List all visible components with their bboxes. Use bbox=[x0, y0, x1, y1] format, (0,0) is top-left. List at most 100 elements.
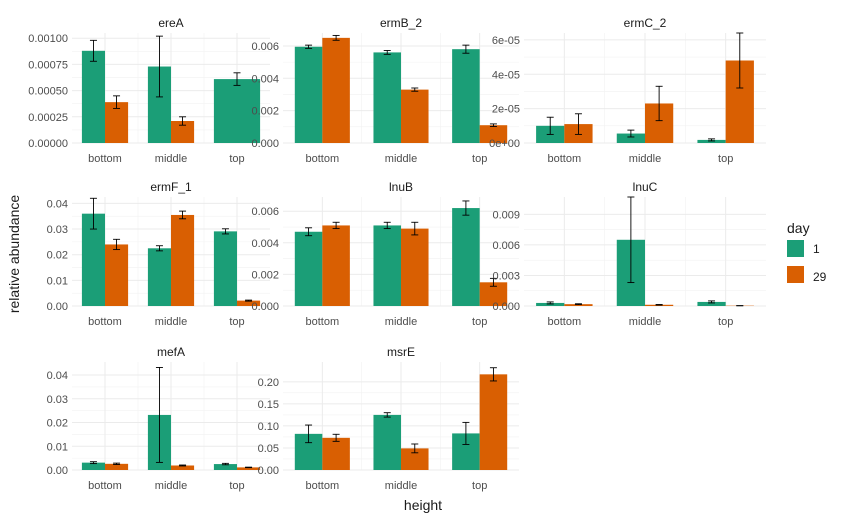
panel-ermf-1: 0.00 0.01 0.02 0.03 0.04 bottom middle top ermF_… bbox=[47, 180, 270, 328]
panel-title: lnuB bbox=[389, 180, 413, 194]
bar-ermf-1-bottom-day-29 bbox=[105, 244, 129, 306]
y-tick-label: 0.006 bbox=[492, 240, 520, 252]
x-tick-label: bottom bbox=[88, 316, 122, 328]
y-tick-label: 0.03 bbox=[47, 224, 68, 236]
bar-lnuc-top-day-1 bbox=[697, 301, 726, 306]
x-tick-label: bottom bbox=[88, 153, 122, 165]
legend-label-day-1: 1 bbox=[813, 242, 820, 256]
x-tick-label: bottom bbox=[88, 480, 122, 492]
bar-msre-middle-day-29 bbox=[401, 448, 429, 470]
bar-lnub-bottom-day-1 bbox=[294, 231, 323, 306]
bar-mefa-bottom-day-1 bbox=[81, 462, 105, 470]
y-tick-label: 0.000 bbox=[492, 301, 520, 313]
bar-ermf-1-top-day-29 bbox=[237, 300, 261, 306]
bar-mefa-top-day-1 bbox=[213, 464, 237, 470]
y-tick-label: 4e-05 bbox=[492, 69, 520, 81]
x-tick-label: middle bbox=[385, 153, 417, 165]
x-tick-label: middle bbox=[155, 480, 187, 492]
x-tick-label: top bbox=[718, 153, 733, 165]
y-tick-label: 0.000 bbox=[251, 301, 279, 313]
bar-ermf-1-top-day-1 bbox=[213, 231, 237, 306]
y-tick-label: 0e+00 bbox=[489, 138, 520, 150]
panel-ermb-2: 0.000 0.002 0.004 0.006 bottom middle top ermB_… bbox=[251, 16, 519, 165]
y-tick-label: 0.05 bbox=[258, 443, 279, 455]
legend-label-day-29: 29 bbox=[813, 270, 827, 284]
panel-lnub: 0.000 0.002 0.004 0.006 bottom middle top lnuB bbox=[251, 180, 519, 328]
y-tick-label: 0.006 bbox=[251, 41, 279, 53]
y-tick-label: 0.02 bbox=[47, 418, 68, 430]
y-tick-label: 0.00075 bbox=[28, 59, 68, 71]
bar-ermc-2-top-day-1 bbox=[697, 139, 726, 143]
x-axis-title: height bbox=[404, 497, 442, 513]
bar-erea-top-day-1 bbox=[213, 79, 261, 143]
bar-mefa-middle-day-29 bbox=[171, 465, 195, 470]
y-tick-label: 0.00100 bbox=[28, 33, 68, 45]
x-tick-label: middle bbox=[629, 316, 661, 328]
bar-erea-bottom-day-29 bbox=[105, 102, 129, 143]
panel-mefa: 0.00 0.01 0.02 0.03 0.04 bottom middle top mefA bbox=[47, 345, 270, 492]
bar-lnub-middle-day-29 bbox=[401, 228, 429, 306]
y-tick-label: 0.20 bbox=[258, 377, 279, 389]
x-tick-label: middle bbox=[155, 153, 187, 165]
panel-erea: 0.00000 0.00025 0.00050 0.00075 0.00100 botto… bbox=[28, 16, 270, 165]
bar-ermc-2-middle-day-1 bbox=[616, 133, 645, 143]
bar-lnuc-bottom-day-1 bbox=[536, 302, 565, 306]
y-tick-label: 0.04 bbox=[47, 370, 68, 382]
y-tick-label: 0.01 bbox=[47, 441, 68, 453]
panel-lnuc: 0.000 0.003 0.006 0.009 bottom middle top lnuC bbox=[492, 180, 766, 328]
x-tick-label: top bbox=[229, 316, 244, 328]
y-tick-label: 0.00025 bbox=[28, 112, 68, 124]
bar-lnub-top-day-29 bbox=[479, 282, 508, 306]
y-tick-label: 0.004 bbox=[251, 238, 279, 250]
bar-ermf-1-bottom-day-1 bbox=[81, 213, 105, 306]
y-tick-label: 0.000 bbox=[251, 138, 279, 150]
y-tick-label: 0.003 bbox=[492, 270, 520, 282]
bar-mefa-bottom-day-29 bbox=[105, 463, 129, 470]
legend-title: day bbox=[787, 220, 810, 236]
y-tick-label: 0.009 bbox=[492, 209, 520, 221]
bar-ermb-2-middle-day-29 bbox=[401, 89, 429, 143]
bar-lnub-bottom-day-29 bbox=[322, 225, 350, 306]
y-tick-label: 0.10 bbox=[258, 421, 279, 433]
panel-title: ermB_2 bbox=[380, 16, 422, 30]
y-tick-label: 0.006 bbox=[251, 206, 279, 218]
y-axis-title: relative abundance bbox=[6, 195, 22, 314]
bar-lnuc-bottom-day-29 bbox=[564, 304, 593, 306]
x-tick-label: bottom bbox=[306, 480, 340, 492]
y-tick-label: 2e-05 bbox=[492, 104, 520, 116]
y-tick-label: 0.00 bbox=[47, 465, 68, 477]
y-tick-label: 0.04 bbox=[47, 198, 68, 210]
y-tick-label: 0.004 bbox=[251, 73, 279, 85]
panel-title: ermF_1 bbox=[150, 180, 192, 194]
y-tick-label: 0.15 bbox=[258, 399, 279, 411]
bar-ermb-2-middle-day-1 bbox=[373, 52, 401, 143]
y-tick-label: 0.00 bbox=[47, 301, 68, 313]
x-tick-label: bottom bbox=[548, 153, 582, 165]
x-tick-label: top bbox=[472, 480, 487, 492]
y-tick-label: 0.02 bbox=[47, 250, 68, 262]
panel-ermc-2: 0e+00 2e-05 4e-05 6e-05 bottom middle top ermC_… bbox=[489, 16, 766, 165]
panel-msre: 0.00 0.05 0.10 0.15 0.20 bottom middle top msrE bbox=[258, 345, 519, 492]
panel-title: mefA bbox=[157, 345, 185, 359]
x-tick-label: top bbox=[472, 316, 487, 328]
legend-key-day-29 bbox=[787, 266, 804, 283]
x-tick-label: top bbox=[229, 480, 244, 492]
panel-title: ereA bbox=[158, 16, 183, 30]
x-tick-label: bottom bbox=[548, 316, 582, 328]
x-tick-label: bottom bbox=[306, 316, 340, 328]
x-tick-label: bottom bbox=[306, 153, 340, 165]
x-tick-label: top bbox=[472, 153, 487, 165]
bar-erea-bottom-day-1 bbox=[81, 50, 105, 143]
y-tick-label: 0.00000 bbox=[28, 138, 68, 150]
legend: day 1 29 bbox=[787, 220, 827, 284]
y-tick-label: 6e-05 bbox=[492, 35, 520, 47]
x-tick-label: middle bbox=[385, 316, 417, 328]
y-tick-label: 0.01 bbox=[47, 275, 68, 287]
bar-msre-middle-day-1 bbox=[373, 414, 401, 470]
x-tick-label: top bbox=[229, 153, 244, 165]
bar-ermb-2-top-day-29 bbox=[479, 125, 508, 143]
y-tick-label: 0.00 bbox=[258, 465, 279, 477]
bar-msre-top-day-29 bbox=[479, 374, 508, 470]
panel-title: ermC_2 bbox=[624, 16, 667, 30]
